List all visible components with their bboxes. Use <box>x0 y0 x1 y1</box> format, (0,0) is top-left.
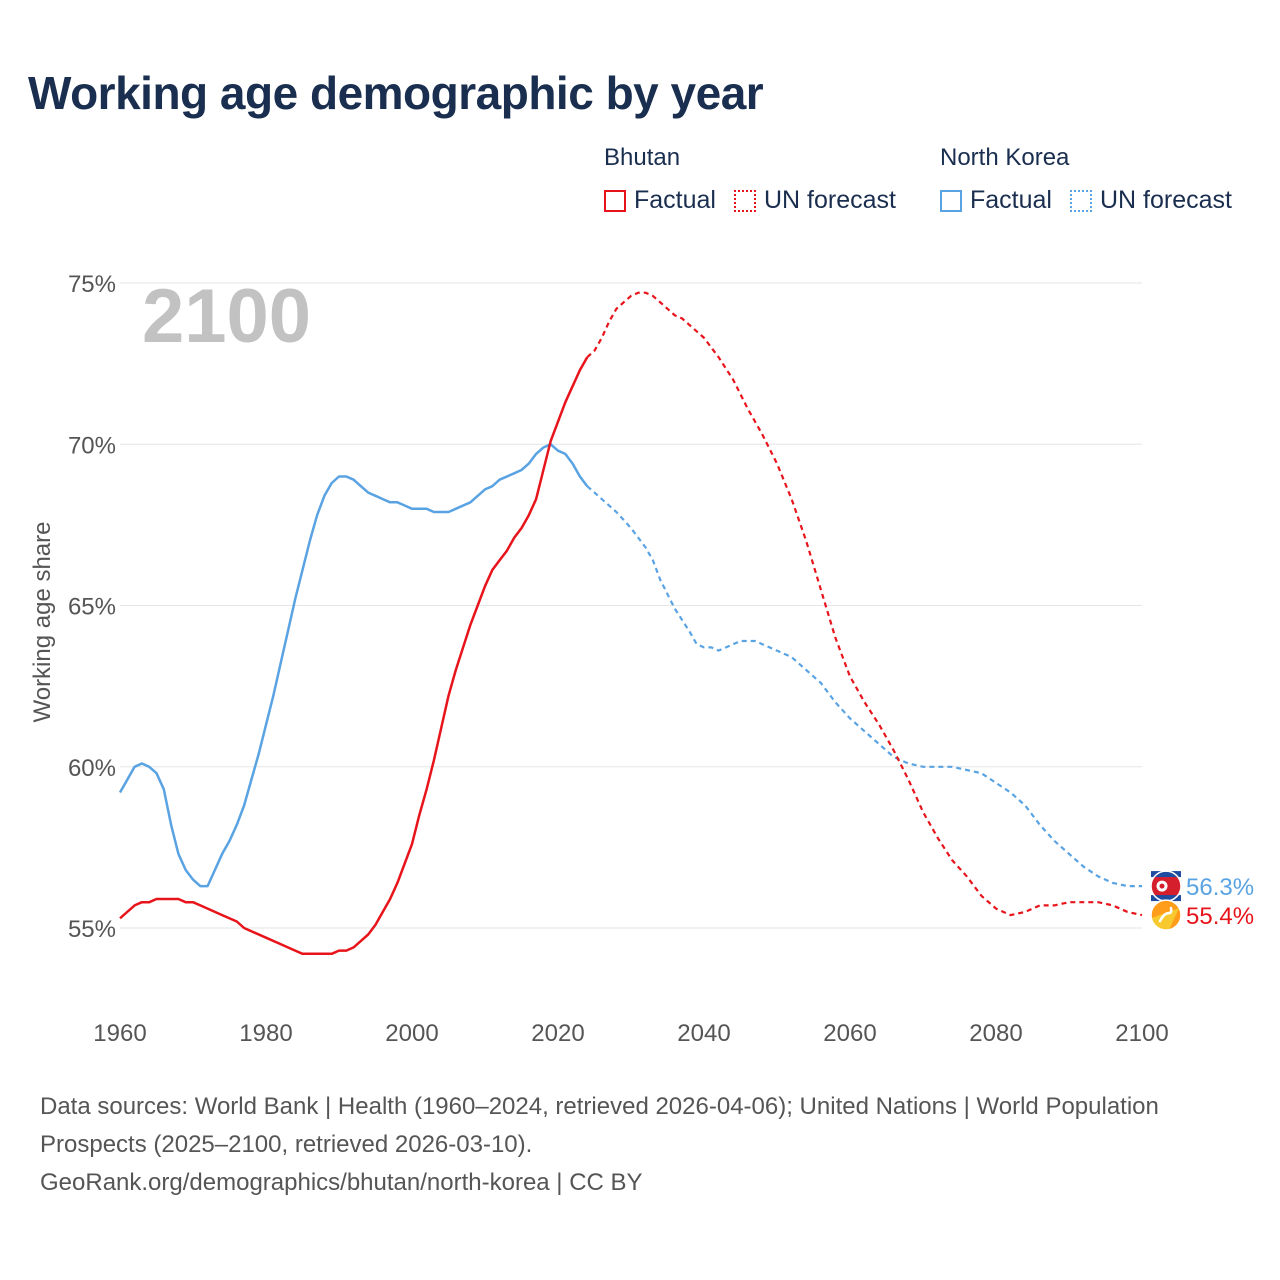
legend-item-forecast[interactable]: UN forecast <box>733 186 896 215</box>
legend-label: Factual <box>634 186 716 214</box>
data-sources-text: Data sources: World Bank | Health (1960–… <box>40 1093 1159 1158</box>
x-tick-label: 1960 <box>93 1020 146 1047</box>
legend-item-factual[interactable]: Factual <box>604 186 716 215</box>
forecast-swatch-icon <box>1069 189 1092 212</box>
legend-label: Factual <box>970 186 1052 214</box>
year-watermark: 2100 <box>142 274 311 359</box>
chart-title: Working age demographic by year <box>28 67 764 119</box>
bhutan-flag-icon <box>1150 899 1182 931</box>
x-tick-label: 1980 <box>239 1020 292 1047</box>
end-value-label: 55.4% <box>1186 903 1254 930</box>
legend-group-north-korea: North Korea Factual UN forecast <box>940 144 1232 215</box>
legend-item-forecast[interactable]: UN forecast <box>1069 186 1232 215</box>
series-line-north-korea-factual <box>118 443 589 888</box>
source-link[interactable]: GeoRank.org/demographics/bhutan/north-ko… <box>40 1169 643 1196</box>
forecast-swatch-icon <box>733 189 756 212</box>
y-tick-label: 75% <box>68 271 116 298</box>
legend-country-name: Bhutan <box>604 144 681 171</box>
x-tick-label: 2060 <box>823 1020 876 1047</box>
x-tick-label: 2040 <box>677 1020 730 1047</box>
footer: Data sources: World Bank | Health (1960–… <box>40 1088 1160 1202</box>
y-axis-label: Working age share <box>29 522 56 723</box>
end-value-label: 56.3% <box>1186 874 1254 901</box>
line-chart: 2100 Working age share 55% 60% 65% 70% 75% 1… <box>29 271 1254 1047</box>
legend-label: UN forecast <box>1099 186 1232 214</box>
factual-swatch-icon <box>940 189 962 212</box>
x-tick-label: 2100 <box>1115 1020 1168 1047</box>
legend-label: UN forecast <box>763 186 896 214</box>
y-tick-label: 70% <box>68 432 116 459</box>
series-line-north-korea-forecast <box>586 485 1142 888</box>
y-tick-label: 55% <box>68 916 116 943</box>
north-korea-flag-icon <box>1150 870 1182 902</box>
x-tick-label: 2020 <box>531 1020 584 1047</box>
legend-item-factual[interactable]: Factual <box>940 186 1052 215</box>
series-line-bhutan-factual <box>119 356 589 956</box>
factual-swatch-icon <box>604 189 626 212</box>
legend-country-name: North Korea <box>940 144 1070 171</box>
x-tick-label: 2080 <box>969 1020 1022 1047</box>
y-tick-label: 60% <box>68 755 116 782</box>
legend-group-bhutan: Bhutan Factual UN forecast <box>604 144 914 215</box>
x-tick-label: 2000 <box>385 1020 438 1047</box>
series-line-bhutan-forecast <box>586 291 1143 917</box>
y-tick-label: 65% <box>68 594 116 621</box>
